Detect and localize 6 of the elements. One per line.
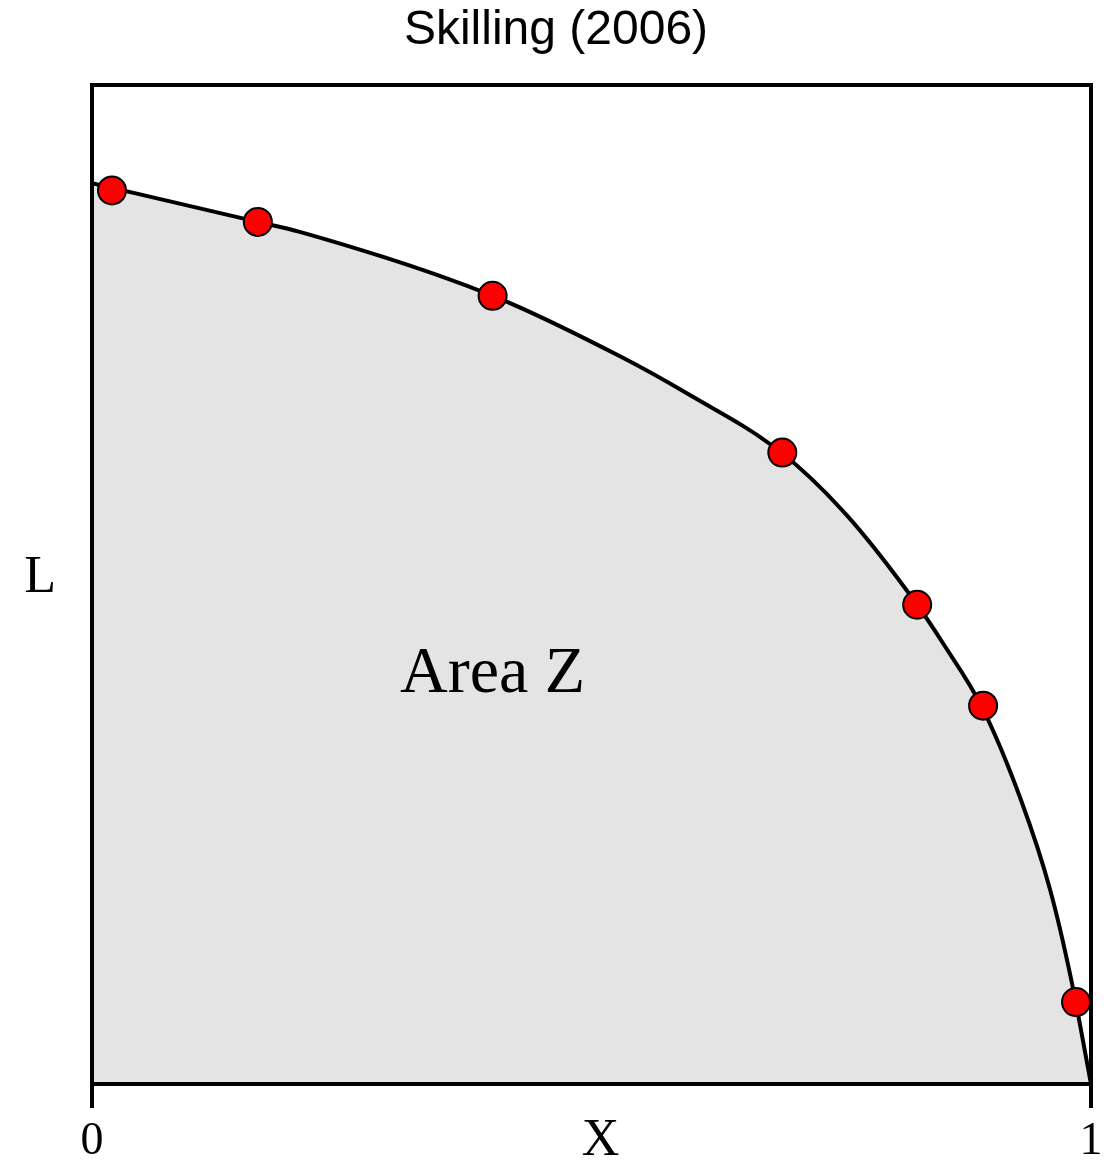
annotation: Area Z bbox=[400, 632, 586, 706]
x-tick-label: 1 bbox=[1079, 1112, 1103, 1164]
y-axis-title: L bbox=[24, 546, 56, 604]
chart-title: Skilling (2006) bbox=[403, 1, 709, 55]
x-tick-label: 0 bbox=[80, 1112, 104, 1164]
x-axis-title: X bbox=[581, 1108, 620, 1165]
